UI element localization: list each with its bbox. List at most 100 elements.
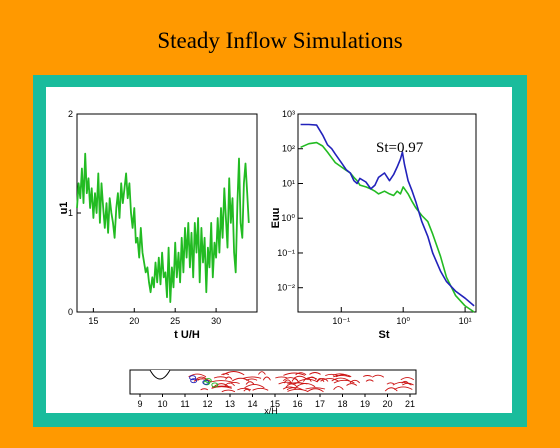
chart3-xtick-label: 17: [315, 399, 325, 409]
chart3-vortex: [211, 382, 219, 388]
chart2-xtick-label: 10⁰: [396, 316, 410, 326]
chart1-ytick-label: 0: [68, 307, 73, 317]
chart3-contour: [262, 376, 271, 381]
chart2-frame: [297, 113, 477, 313]
chart2-ylabel: Euu: [270, 208, 282, 229]
chart3-contour: [402, 382, 414, 386]
chart3-contour: [333, 374, 351, 378]
chart3-contour: [316, 377, 325, 383]
chart2-ytick-label: 10⁰: [281, 213, 295, 223]
chart3-xtick-label: 10: [157, 399, 167, 409]
chart2-annotation: St=0.97: [376, 140, 424, 156]
chart3-contour: [244, 383, 265, 389]
chart3-contour: [200, 388, 209, 391]
chart3-contour: [213, 383, 230, 388]
chart1-ytick-label: 1: [68, 208, 73, 218]
chart3-contour: [400, 377, 415, 381]
chart3-contour: [317, 378, 329, 382]
chart3-contour: [372, 374, 385, 378]
chart3-xtick-label: 12: [202, 399, 212, 409]
chart3-xtick-label: 16: [292, 399, 302, 409]
flow-field-strip: 9 10 11 12 13 14 15 16 17 18 19 20 21 x/H: [129, 369, 417, 416]
chart3-contour: [320, 378, 339, 382]
energy-spectrum-chart: Euu 10⁻¹ 10⁰ 10¹ 10³ 10² 10¹ 10⁰ 10⁻¹ 10⁻² St=0.9…: [270, 109, 477, 341]
chart3-contour: [275, 376, 288, 379]
chart3-contour: [258, 371, 266, 375]
chart3-contour: [210, 380, 232, 383]
chart3-contour: [237, 387, 252, 391]
chart3-xtick-label: 21: [405, 399, 415, 409]
chart3-contour: [307, 388, 324, 393]
chart3-cavity: [149, 369, 171, 380]
chart2-xlabel: St: [379, 329, 390, 341]
chart3-contour: [211, 386, 232, 389]
chart2-xtick-label: 10¹: [459, 316, 472, 326]
chart1-xtick-label: 15: [88, 316, 98, 326]
slide-title: Steady Inflow Simulations: [157, 28, 403, 53]
chart3-contour: [309, 372, 321, 375]
chart3-vortex: [204, 378, 212, 384]
chart3-contour: [384, 387, 398, 392]
chart2-ytick-label: 10¹: [282, 178, 295, 188]
chart3-xtick-label: 14: [247, 399, 257, 409]
chart2-series-line: [300, 123, 475, 307]
chart3-contour: [245, 378, 258, 381]
chart3-xtick-label: 15: [270, 399, 280, 409]
velocity-time-series-chart: u1 15 20 25 30 0 1 2 t U/H: [58, 109, 258, 341]
chart1-xtick-label: 25: [170, 316, 180, 326]
chart3-contour: [286, 382, 308, 385]
chart3-contour: [325, 373, 338, 377]
chart3-xtick-label: 11: [180, 399, 189, 409]
chart1-series-line: [76, 152, 250, 304]
chart3-contour: [394, 386, 413, 390]
chart3-contour: [293, 375, 307, 379]
chart3-xtick-label: 19: [360, 399, 370, 409]
chart3-contour: [245, 381, 255, 385]
chart3-contour: [286, 387, 303, 391]
chart3-contour: [331, 377, 350, 382]
chart3-xtick-label: 13: [225, 399, 235, 409]
chart1-xlabel: t U/H: [174, 329, 200, 341]
chart3-contour: [346, 383, 358, 386]
chart3-xlabel: x/H: [264, 406, 278, 416]
chart3-contour: [252, 387, 269, 391]
chart1-xtick-label: 20: [129, 316, 139, 326]
chart3-contour: [287, 388, 308, 392]
chart3-vortex: [189, 375, 197, 381]
chart3-contour: [392, 381, 412, 386]
chart1-ylabel: u1: [58, 202, 70, 215]
chart2-ytick-label: 10³: [282, 109, 295, 119]
chart2-ytick-label: 10⁻¹: [277, 248, 295, 258]
chart2-series-line: [300, 141, 475, 313]
chart3-contour: [221, 373, 230, 376]
chart3-xtick-label: 20: [382, 399, 392, 409]
chart3-contour: [333, 386, 344, 390]
chart3-contour: [305, 387, 326, 390]
chart1-xtick-label: 30: [211, 316, 221, 326]
chart3-contour: [305, 376, 318, 380]
chart2-xtick-label: 10⁻¹: [332, 316, 350, 326]
chart3-contour: [225, 376, 233, 380]
chart3-contour: [363, 375, 372, 377]
chart2-ytick-label: 10⁻²: [277, 283, 295, 293]
chart3-contour: [349, 379, 361, 384]
chart3-contour: [231, 377, 250, 382]
chart3-contour: [221, 389, 236, 393]
chart3-contour: [365, 379, 374, 382]
chart3-contour: [283, 372, 306, 376]
chart3-domain: [129, 369, 417, 395]
chart2-ytick-label: 10²: [282, 144, 295, 154]
white-panel: [46, 87, 512, 413]
chart3-contour: [386, 382, 395, 385]
chart3-contour: [333, 379, 355, 384]
chart3-contour: [243, 376, 262, 379]
chart3-contour: [213, 376, 228, 379]
chart3-contour: [282, 386, 297, 390]
chart1-ytick-label: 2: [68, 109, 73, 119]
chart3-contour: [297, 378, 318, 383]
chart3-contour: [278, 381, 296, 385]
chart3-vortex: [190, 378, 198, 384]
chart3-xtick-label: 9: [137, 399, 142, 409]
chart3-contour: [282, 377, 299, 382]
chart3-contour: [295, 372, 307, 376]
